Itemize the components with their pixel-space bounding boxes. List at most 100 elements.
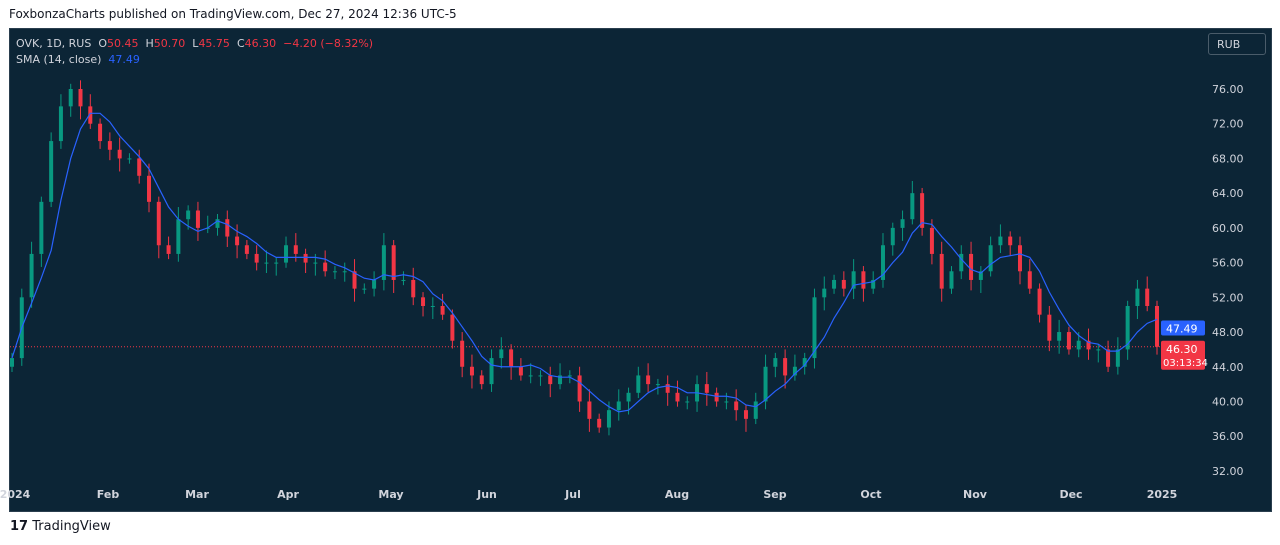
candle-body	[675, 392, 680, 402]
candle-body	[156, 201, 161, 246]
candle-body	[372, 279, 377, 289]
candle-body	[1017, 245, 1022, 272]
bar-countdown: 03:13:34	[1163, 358, 1208, 369]
candle-body	[1076, 340, 1081, 350]
candle-body	[939, 253, 944, 289]
candle-body	[969, 253, 974, 280]
candle-body	[235, 236, 240, 246]
candle-body	[714, 392, 719, 402]
x-tick-label: Feb	[97, 488, 120, 501]
candle-body	[871, 279, 876, 289]
candle-body	[411, 279, 416, 298]
candle-body	[929, 227, 934, 254]
candle-body	[655, 384, 660, 386]
last-price-badge	[1161, 340, 1205, 370]
candle-body	[812, 297, 817, 359]
candle-body	[49, 141, 54, 202]
candle-body	[440, 306, 445, 315]
y-tick-label: 76.00	[1212, 83, 1244, 96]
x-tick-label: 2025	[1147, 488, 1178, 501]
candle-body	[10, 358, 14, 367]
candle-body	[1106, 349, 1111, 367]
tradingview-logo[interactable]: 𝟭𝟳 TradingView	[10, 519, 111, 534]
x-tick-label: Apr	[277, 488, 299, 501]
candle-body	[107, 141, 112, 150]
candle-body	[724, 401, 729, 403]
y-tick-label: 32.00	[1212, 465, 1244, 478]
candle-body	[920, 193, 925, 228]
candle-body	[244, 245, 249, 254]
candle-body	[998, 236, 1003, 246]
candle-body	[166, 245, 171, 254]
currency-button[interactable]: RUB	[1208, 33, 1266, 55]
candle-body	[430, 306, 435, 307]
candle-body	[147, 175, 152, 202]
low-label: L	[192, 37, 199, 50]
candle-body	[861, 271, 866, 289]
x-tick-label: Aug	[665, 488, 689, 501]
candle-body	[988, 245, 993, 272]
candle-body	[792, 366, 797, 376]
candle-body	[577, 375, 582, 402]
candle-body	[98, 123, 103, 142]
candle-body	[342, 271, 347, 273]
high-label: H	[145, 37, 154, 50]
candle-body	[1145, 288, 1150, 306]
candle-body	[1135, 288, 1140, 306]
publish-header: FoxbonzaCharts published on TradingView.…	[9, 7, 457, 21]
candle-body	[460, 340, 465, 367]
candle-body	[832, 279, 837, 289]
candle-body	[323, 262, 328, 272]
y-tick-label: 40.00	[1212, 395, 1244, 408]
candle-body	[890, 227, 895, 246]
candle-body	[39, 201, 44, 254]
candle-body	[753, 401, 758, 419]
candle-body	[626, 392, 631, 402]
candle-body	[597, 418, 602, 428]
candle-body	[822, 288, 827, 298]
chart-pane[interactable]	[9, 28, 1272, 512]
candle-body	[1047, 314, 1052, 341]
candle-body	[558, 375, 563, 385]
candle-body	[479, 375, 484, 385]
candle-body	[352, 271, 357, 289]
last-price-label: 46.30	[1166, 343, 1198, 356]
candle-body	[802, 358, 807, 367]
candle-body	[841, 279, 846, 289]
candle-body	[421, 297, 426, 306]
candle-body	[127, 158, 132, 160]
candle-body	[293, 245, 298, 254]
candle-body	[391, 245, 396, 280]
x-tick-label: May	[378, 488, 403, 501]
sma-label[interactable]: SMA (14, close)	[16, 53, 102, 66]
x-tick-label: 2024	[0, 488, 31, 501]
y-tick-label: 44.00	[1212, 361, 1244, 374]
candle-body	[88, 106, 93, 124]
x-tick-label: Jul	[564, 488, 581, 501]
candle-body	[264, 262, 269, 264]
candle-body	[186, 210, 191, 220]
candle-body	[743, 410, 748, 419]
candle-body	[851, 271, 856, 289]
x-tick-label: Jun	[476, 488, 497, 501]
candle-body	[274, 262, 279, 264]
candle-body	[509, 349, 514, 367]
candle-body	[1096, 349, 1101, 351]
candle-body	[68, 89, 73, 107]
x-tick-label: Mar	[185, 488, 209, 501]
candle-body	[567, 375, 572, 377]
candle-body	[773, 358, 778, 367]
candle-body	[332, 271, 337, 273]
candle-body	[29, 253, 34, 298]
candle-body	[1115, 349, 1120, 367]
symbol-info: OVK, 1D, RUS	[16, 37, 92, 50]
candle-body	[606, 410, 611, 428]
candle-body	[381, 245, 386, 280]
candle-body	[450, 314, 455, 341]
close-value: 46.30	[244, 37, 277, 50]
candle-body	[117, 149, 122, 159]
candle-body	[910, 193, 915, 220]
candle-body	[646, 375, 651, 385]
candle-body	[1066, 332, 1071, 350]
